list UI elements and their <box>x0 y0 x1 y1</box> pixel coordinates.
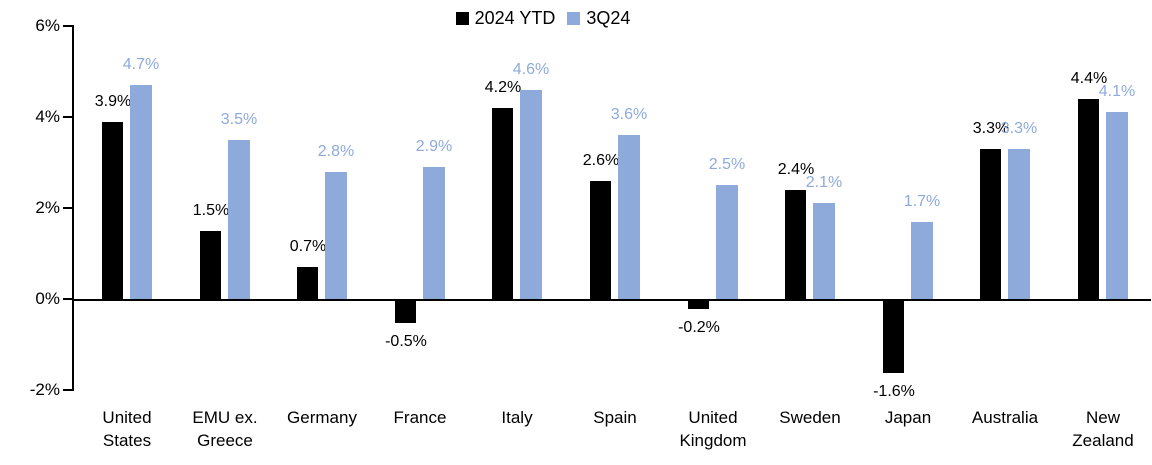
bar-2024-ytd-japan <box>883 300 904 373</box>
x-axis-zero-line <box>72 299 1151 301</box>
x-axis-category-label: France <box>393 408 447 427</box>
x-axis-category-label: Germany <box>287 408 357 427</box>
y-axis-tick-label: 0% <box>35 289 60 308</box>
data-label-3q24: 2.8% <box>317 143 355 160</box>
bar-3q24-united-states <box>130 85 152 299</box>
y-axis-line <box>72 25 74 391</box>
x-axis-category-label: Japan <box>884 408 932 427</box>
chart-legend: 2024 YTD 3Q24 <box>0 8 1119 28</box>
data-label-2024-ytd: 0.7% <box>289 238 327 255</box>
legend-swatch-2024-ytd <box>455 11 469 25</box>
data-label-2024-ytd: 3.3% <box>972 120 1010 137</box>
bar-2024-ytd-spain <box>590 181 611 299</box>
y-axis-tick-label: -2% <box>29 380 60 399</box>
bar-3q24-germany <box>325 172 347 299</box>
data-label-3q24: 3.5% <box>220 111 258 128</box>
legend-label-3q24: 3Q24 <box>586 8 631 28</box>
legend-item-2024-ytd: 2024 YTD <box>455 8 556 28</box>
bar-2024-ytd-france <box>395 300 416 323</box>
y-axis-tick-label: 2% <box>35 198 60 217</box>
data-label-3q24: 1.7% <box>903 193 941 210</box>
x-axis-category-label: Spain <box>593 408 637 427</box>
data-label-3q24: 2.5% <box>708 156 746 173</box>
data-label-2024-ytd: 4.2% <box>484 79 522 96</box>
data-label-2024-ytd: -0.2% <box>678 319 720 336</box>
bar-2024-ytd-australia <box>980 149 1001 299</box>
y-axis-tick-mark <box>63 389 72 391</box>
bar-3q24-spain <box>618 135 640 299</box>
bar-2024-ytd-sweden <box>785 190 806 299</box>
data-label-2024-ytd: -0.5% <box>385 333 427 350</box>
data-label-3q24: 4.1% <box>1098 83 1136 100</box>
data-label-2024-ytd: -1.6% <box>873 383 915 400</box>
bar-3q24-new-zealand <box>1106 112 1128 299</box>
data-label-2024-ytd: 4.4% <box>1070 70 1108 87</box>
data-label-2024-ytd: 3.9% <box>94 93 132 110</box>
data-label-3q24: 3.6% <box>610 106 648 123</box>
y-axis-tick-mark <box>63 207 72 209</box>
bar-3q24-italy <box>520 90 542 299</box>
x-axis-category-label: United States <box>102 408 152 450</box>
bar-2024-ytd-germany <box>297 267 318 299</box>
bar-2024-ytd-new-zealand <box>1078 99 1099 299</box>
legend-swatch-3q24 <box>567 11 581 25</box>
y-axis-tick-mark <box>63 116 72 118</box>
y-axis-tick-mark <box>63 25 72 27</box>
x-axis-category-label: New Zealand <box>1072 408 1134 450</box>
bar-3q24-japan <box>911 222 933 299</box>
bar-3q24-australia <box>1008 149 1030 299</box>
data-label-3q24: 2.1% <box>805 174 843 191</box>
data-label-2024-ytd: 1.5% <box>192 202 230 219</box>
bar-3q24-emu-ex-greece <box>228 140 250 299</box>
data-label-3q24: 3.3% <box>1000 120 1038 137</box>
bar-2024-ytd-emu-ex-greece <box>200 231 221 299</box>
bar-3q24-sweden <box>813 203 835 299</box>
y-axis-tick-label: 6% <box>35 16 60 35</box>
bar-3q24-france <box>423 167 445 299</box>
y-axis-tick-mark <box>63 298 72 300</box>
bar-2024-ytd-united-states <box>102 122 123 299</box>
bar-3q24-united-kingdom <box>716 185 738 299</box>
legend-item-3q24: 3Q24 <box>567 8 630 28</box>
x-axis-category-label: Italy <box>501 408 533 427</box>
data-label-3q24: 4.6% <box>512 61 550 78</box>
data-label-3q24: 4.7% <box>122 56 160 73</box>
legend-label-2024-ytd: 2024 YTD <box>474 8 556 28</box>
y-axis-tick-label: 4% <box>35 107 60 126</box>
data-label-2024-ytd: 2.6% <box>582 152 620 169</box>
x-axis-category-label: EMU ex. Greece <box>192 408 258 450</box>
x-axis-category-label: United Kingdom <box>679 408 747 450</box>
bar-2024-ytd-united-kingdom <box>688 300 709 309</box>
x-axis-category-label: Australia <box>971 408 1039 427</box>
data-label-3q24: 2.9% <box>415 138 453 155</box>
data-label-2024-ytd: 2.4% <box>777 161 815 178</box>
x-axis-category-label: Sweden <box>779 408 841 427</box>
bar-2024-ytd-italy <box>492 108 513 299</box>
